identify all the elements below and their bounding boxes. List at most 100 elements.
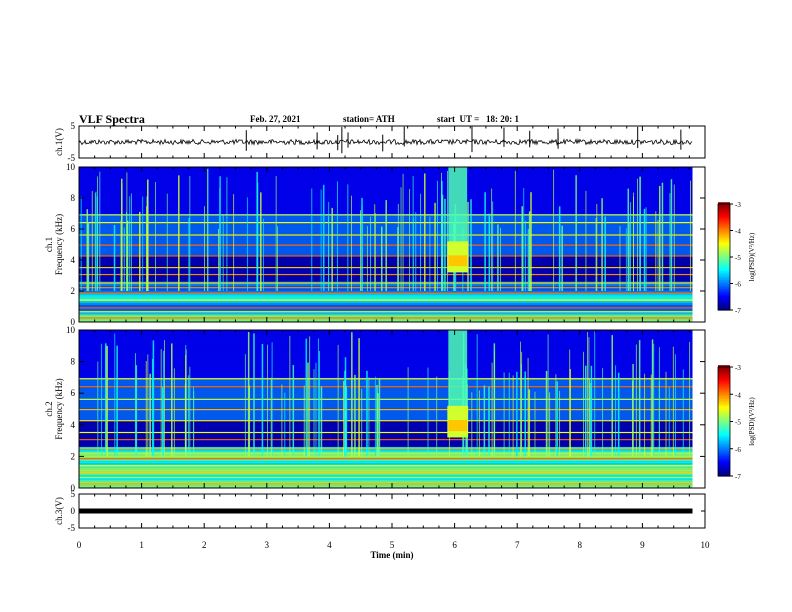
ch1-spectrogram-panel-sferic xyxy=(514,170,516,291)
ch2-spectrogram-panel-band xyxy=(79,383,693,386)
ch2-spectrogram-panel-sferic xyxy=(376,385,378,457)
ch1-spectrogram-panel-colorbar-cell xyxy=(718,221,730,225)
ch1-spectrogram-panel-colorbar-cell xyxy=(718,263,730,266)
ch1-waveform-panel: 5 -5 ch.1(V) xyxy=(54,121,706,163)
ch1-spectrogram-panel-band xyxy=(79,312,693,315)
ch2-spectrogram-panel-colorbar-cell xyxy=(718,365,730,368)
ch2-spectrogram-panel-sferic xyxy=(358,338,360,457)
ch1-spectrogram-panel-colorbar-cell xyxy=(718,216,730,219)
ch2-spectrogram-panel-band xyxy=(79,484,693,487)
ch2-spectrogram-panel-sferic xyxy=(488,386,490,457)
ch3-waveform-panel-xtick-label: 3 xyxy=(265,540,270,550)
ch1-spectrogram-panel-sferic xyxy=(604,216,606,291)
ch1-spectrogram-panel-colorbar-cell xyxy=(718,279,730,282)
ch2-spectrogram-panel-sferic xyxy=(602,368,604,457)
ch2-spectrogram-panel-band xyxy=(79,434,693,438)
ch2-spectrogram-panel-band xyxy=(79,426,693,430)
ch1-spectrogram-panel-sferic xyxy=(370,216,372,291)
ch2-spectrogram-panel-sferic xyxy=(315,362,317,457)
ch2-spectrogram-panel-sferic xyxy=(337,344,339,457)
ch1-spectrogram-panel-tone-line xyxy=(79,317,693,319)
ch2-spectrogram-panel-colorbar-cell xyxy=(718,402,730,405)
ch1-spectrogram-panel-sferic xyxy=(689,180,691,291)
ch2-spectrogram-panel-sferic xyxy=(193,386,195,457)
ch2-spectrogram-panel-band xyxy=(79,363,693,367)
ch2-spectrogram-panel-sferic xyxy=(114,333,116,457)
ch2-spectrogram-panel-sferic xyxy=(528,389,531,457)
ch1-spectrogram-panel-sferic xyxy=(222,215,224,291)
ch2-spectrogram-panel-colorbar-cell xyxy=(718,379,730,383)
ch1-spectrogram-panel-sferic xyxy=(375,213,376,291)
ch1-spectrogram-panel-colorbar-cell xyxy=(718,218,730,221)
ch1-spectrogram-panel-tone-line xyxy=(79,311,693,313)
ch1-spectrogram-panel-sferic xyxy=(320,189,322,291)
ch1-spectrogram-panel-band xyxy=(79,198,693,201)
ch2-spectrogram-panel-band xyxy=(79,359,693,363)
ch2-spectrogram-panel-sferic xyxy=(503,372,505,457)
ch1-spectrogram-panel-band xyxy=(79,188,693,191)
ch1-spectrogram-panel-band xyxy=(79,300,693,304)
ch2-spectrogram-panel-colorbar-cell xyxy=(718,370,730,374)
ch2-spectrogram-panel-band xyxy=(79,409,693,412)
ch2-spectrogram-panel-tone-line xyxy=(79,447,693,449)
ch1-spectrogram-panel-sferic xyxy=(575,175,577,291)
ch2-spectrogram-panel-sferic xyxy=(188,375,190,457)
ch1-spectrogram-panel-sferic xyxy=(94,192,96,291)
ch1-spectrogram-panel-colorbar-cell xyxy=(718,202,730,205)
ch2-spectrogram-panel-colorbar-tick-label: -5 xyxy=(735,419,741,427)
ch1-spectrogram-panel-band xyxy=(79,180,693,183)
ch2-spectrogram-panel-band xyxy=(79,462,693,465)
ch2-spectrogram-panel-colorbar-cell xyxy=(718,396,730,400)
ch1-spectrogram-panel-tone-line xyxy=(79,307,693,309)
ch2-spectrogram-panel-sferic xyxy=(135,365,138,457)
ch2-spectrogram-panel-sferic xyxy=(261,344,264,457)
ch2-spectrogram-panel-burst-upper xyxy=(448,330,468,417)
ch3-waveform-panel-ytick-label: 0 xyxy=(71,506,76,516)
ch2-spectrogram-panel-colorbar-cell xyxy=(718,452,730,455)
ch2-spectrogram-panel-sferic xyxy=(524,371,526,457)
ch1-spectrogram-panel-colorbar-cell xyxy=(718,299,730,302)
ch1-waveform-panel-trace xyxy=(78,138,693,146)
ch2-spectrogram-panel-sferic xyxy=(632,364,634,457)
ch1-spectrogram-panel-colorbar-cell xyxy=(718,266,730,270)
ch2-spectrogram-panel-colorbar-cell xyxy=(718,468,730,472)
ch2-spectrogram-panel-band xyxy=(79,330,693,333)
ch2-spectrogram-panel-sferic xyxy=(149,373,151,457)
ch3-waveform-panel-ylabel: ch.3(V) xyxy=(54,497,64,525)
ch2-spectrogram-panel-colorbar-cell xyxy=(718,413,730,416)
ch2-spectrogram-panel-colorbar-cell xyxy=(718,400,730,403)
ch2-spectrogram-panel-band xyxy=(79,474,693,477)
ch2-spectrogram-panel-colorbar-cell xyxy=(718,398,730,401)
ch1-spectrogram-panel-sferic xyxy=(497,224,499,291)
ch1-spectrogram-panel-colorbar-cell xyxy=(718,304,730,308)
ch1-spectrogram-panel-colorbar-cell xyxy=(718,238,730,241)
ch2-spectrogram-panel-sferic xyxy=(185,355,186,457)
ch1-spectrogram-panel-ytick-label: 6 xyxy=(71,224,76,234)
ch1-spectrogram-panel-sferic xyxy=(657,219,659,291)
ch2-spectrogram-panel-tone-line xyxy=(79,452,693,454)
ch2-spectrogram-panel-sferic xyxy=(588,337,590,457)
ch2-spectrogram-panel-band xyxy=(79,331,693,335)
ch3-waveform-panel-xtick-label: 5 xyxy=(390,540,395,550)
ch2-spectrogram-panel-sferic xyxy=(658,347,660,457)
ch2-spectrogram-panel-sferic xyxy=(611,335,613,457)
ch1-spectrogram-panel-sferic xyxy=(130,193,132,291)
ch1-spectrogram-panel-sferic xyxy=(409,188,410,291)
ch1-spectrogram-panel-ylabel: ch.1 xyxy=(44,237,54,252)
ch1-spectrogram-panel-sferic xyxy=(207,168,208,291)
ch1-spectrogram-panel-colorbar-cell xyxy=(718,234,730,237)
ch1-waveform-panel-ytick-label: 5 xyxy=(71,121,76,131)
ch2-spectrogram-panel-colorbar-cell xyxy=(718,391,730,394)
ch2-spectrogram-panel-colorbar-cell xyxy=(718,420,730,424)
ch2-spectrogram-panel-colorbar-cell xyxy=(718,435,730,438)
ch1-spectrogram-panel-colorbar-cell xyxy=(718,209,730,212)
ch2-spectrogram-panel-tone-line xyxy=(79,476,693,479)
ch1-spectrogram-panel: 0 2 4 6 8 10 ch.1 Frequency (kHz) -3 -4 -5 -6 -7 log(… xyxy=(44,162,756,327)
ch1-spectrogram-panel-colorbar-cell xyxy=(718,302,730,306)
ch2-spectrogram-panel-colorbar-cell xyxy=(718,439,730,442)
ch2-spectrogram-panel-sferic xyxy=(151,358,153,457)
ch1-spectrogram-panel-sferic xyxy=(204,206,205,291)
ch1-spectrogram-panel-sferic xyxy=(673,184,675,291)
